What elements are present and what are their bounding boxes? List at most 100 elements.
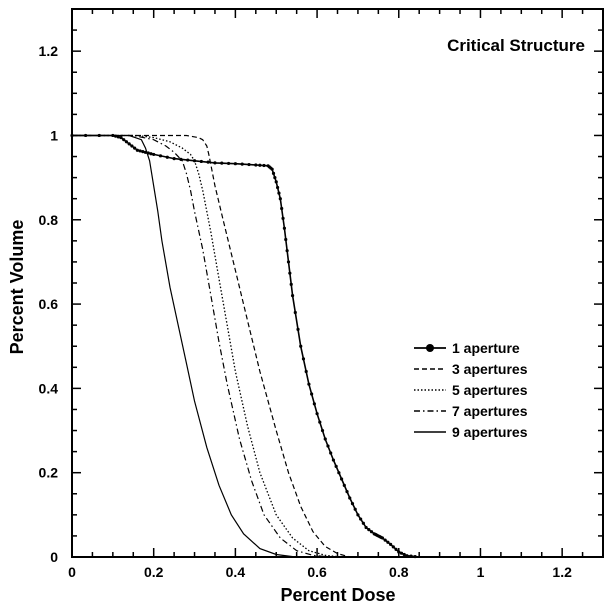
series-1-marker xyxy=(206,160,210,164)
series-1-marker xyxy=(361,521,365,525)
chart-title: Critical Structure xyxy=(447,36,585,55)
series-1-marker xyxy=(213,161,217,165)
series-1-marker xyxy=(318,420,322,424)
series-1-marker xyxy=(383,538,387,542)
series-1-marker xyxy=(345,490,349,494)
series-1-marker xyxy=(289,282,293,287)
y-tick-label: 0.2 xyxy=(39,465,59,481)
series-1-marker xyxy=(285,249,289,253)
series-1-marker xyxy=(127,142,131,146)
series-1-marker xyxy=(233,162,237,166)
y-tick-label: 1 xyxy=(50,127,58,143)
series-1-marker xyxy=(409,554,413,558)
series-1-marker xyxy=(271,171,276,175)
legend-label: 3 apertures xyxy=(452,361,528,377)
y-axis-label: Percent Volume xyxy=(7,220,27,355)
series-1-marker xyxy=(364,525,368,530)
series-1-marker xyxy=(339,477,344,481)
series-1-marker xyxy=(301,357,306,361)
series-1-marker xyxy=(348,496,352,500)
series-1-marker xyxy=(334,464,338,468)
series-1-marker xyxy=(307,382,311,386)
series-1-marker xyxy=(399,551,404,555)
plot-area xyxy=(71,8,604,558)
series-1-marker xyxy=(274,180,278,184)
legend-label: 5 apertures xyxy=(452,382,528,398)
series-1-marker xyxy=(275,185,280,190)
y-tick-label: 1.2 xyxy=(39,43,59,59)
series-1-marker xyxy=(165,155,169,159)
series-1-marker xyxy=(186,158,190,162)
series-1-marker xyxy=(254,163,258,167)
series-1-marker xyxy=(310,392,314,396)
series-1-marker xyxy=(290,294,295,298)
series-1-marker xyxy=(353,507,357,511)
series-1-marker xyxy=(342,483,346,487)
series-1-marker xyxy=(296,327,300,331)
series-1-marker xyxy=(320,428,325,433)
x-tick-label: 0.6 xyxy=(307,564,327,580)
series-1-marker xyxy=(293,310,297,315)
series-1-marker xyxy=(397,550,401,554)
series-1-marker xyxy=(273,176,277,180)
series-1-marker xyxy=(331,458,336,462)
y-tick-label: 0.4 xyxy=(39,380,59,396)
series-1-marker xyxy=(199,159,203,164)
series-1-marker xyxy=(359,517,363,521)
series-1-marker xyxy=(119,135,123,140)
series-1-marker xyxy=(133,146,137,150)
series-1-marker xyxy=(405,554,409,558)
x-axis-label: Percent Dose xyxy=(280,585,395,605)
legend-marker xyxy=(426,344,434,352)
y-tick-label: 0 xyxy=(50,549,58,565)
series-1-marker xyxy=(277,191,281,195)
x-tick-label: 0 xyxy=(68,564,76,580)
series-1-marker xyxy=(240,162,244,166)
series-1-marker xyxy=(270,167,274,171)
series-1-marker xyxy=(312,402,316,406)
x-tick-label: 0.4 xyxy=(226,564,246,580)
series-1-marker xyxy=(124,140,129,144)
legend-label: 1 aperture xyxy=(452,340,520,356)
series-1-marker xyxy=(138,149,142,153)
series-1-marker xyxy=(380,536,385,540)
series-1-marker xyxy=(402,552,406,557)
series-1-marker xyxy=(247,162,251,167)
series-1-marker xyxy=(122,138,126,142)
series-1-marker xyxy=(280,206,284,211)
series-line-1 xyxy=(72,134,420,558)
legend-label: 9 apertures xyxy=(452,424,528,440)
series-1-marker xyxy=(286,260,291,264)
series-1-marker xyxy=(220,161,224,165)
x-tick-label: 1 xyxy=(477,564,485,580)
series-1-marker xyxy=(299,344,303,348)
series-1-marker xyxy=(281,216,285,220)
series-1-marker xyxy=(369,530,374,534)
series-line-4 xyxy=(72,134,330,558)
series-1-marker xyxy=(304,369,308,374)
x-tick-label: 0.2 xyxy=(144,564,164,580)
series-1-marker xyxy=(326,444,330,448)
series-1-marker xyxy=(315,412,319,416)
series-1-marker xyxy=(386,540,390,544)
series-1-marker xyxy=(172,157,176,161)
series-1-marker xyxy=(337,471,341,475)
series-1-marker xyxy=(149,152,153,156)
legend-label: 7 apertures xyxy=(452,403,528,419)
series-line-2 xyxy=(72,134,350,558)
series-1-marker xyxy=(262,163,266,168)
series-line-5 xyxy=(72,134,309,558)
series-1-marker xyxy=(394,547,398,552)
series-1-marker xyxy=(130,144,134,148)
series-1-marker xyxy=(226,161,231,166)
series-1-marker xyxy=(413,554,417,559)
series-1-marker xyxy=(391,545,395,549)
x-tick-label: 0.8 xyxy=(389,564,409,580)
series-1-marker xyxy=(258,163,262,167)
series-1-marker xyxy=(323,437,327,441)
series-line-3 xyxy=(72,134,342,558)
series-1-marker xyxy=(158,154,163,158)
series-1-marker xyxy=(329,451,333,455)
series-1-marker xyxy=(282,226,286,230)
